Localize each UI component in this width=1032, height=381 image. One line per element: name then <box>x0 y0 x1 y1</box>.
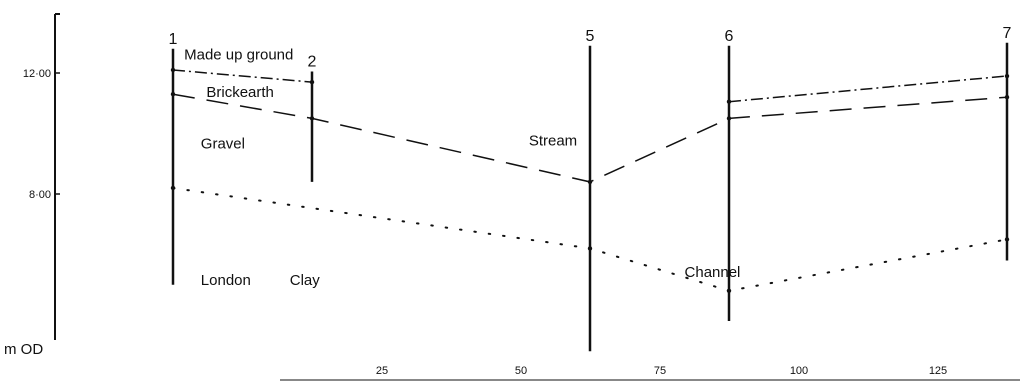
x-tick-label-125: 125 <box>929 365 947 377</box>
borehole-label-1: 1 <box>169 31 178 48</box>
unit-label-clay: Clay <box>290 272 321 289</box>
boundary-gravel-base <box>172 187 1008 292</box>
y-axis: 12·00 8·00 m OD <box>4 13 60 358</box>
boreholes-layer <box>171 42 1009 352</box>
unit-labels: Made up ground Brickearth Gravel Stream … <box>184 46 740 288</box>
borehole-labels: 1 2 5 6 7 <box>169 25 1012 71</box>
y-tick-label-8: 8·00 <box>29 189 51 201</box>
boundary-made-up-ground-base <box>728 75 1008 103</box>
boundary-made-up-ground-base <box>172 69 313 83</box>
borehole-label-5: 5 <box>586 28 595 45</box>
x-tick-label-25: 25 <box>376 365 388 377</box>
unit-label-made-up-ground: Made up ground <box>184 46 293 63</box>
unit-label-brickearth: Brickearth <box>206 84 274 101</box>
borehole-label-2: 2 <box>308 53 317 70</box>
unit-label-channel: Channel <box>685 264 741 281</box>
unit-label-gravel: Gravel <box>201 136 245 153</box>
borehole-label-6: 6 <box>725 28 734 45</box>
y-tick-label-12: 12·00 <box>23 68 51 80</box>
unit-label-london: London <box>201 272 251 289</box>
x-tick-label-75: 75 <box>654 365 666 377</box>
unit-label-stream: Stream <box>529 133 577 150</box>
x-tick-label-50: 50 <box>515 365 527 377</box>
x-tick-label-100: 100 <box>790 365 808 377</box>
y-unit-label: m OD <box>4 341 43 358</box>
x-axis: 25 50 75 100 125 150m <box>280 365 1020 381</box>
borehole-label-7: 7 <box>1003 25 1012 42</box>
